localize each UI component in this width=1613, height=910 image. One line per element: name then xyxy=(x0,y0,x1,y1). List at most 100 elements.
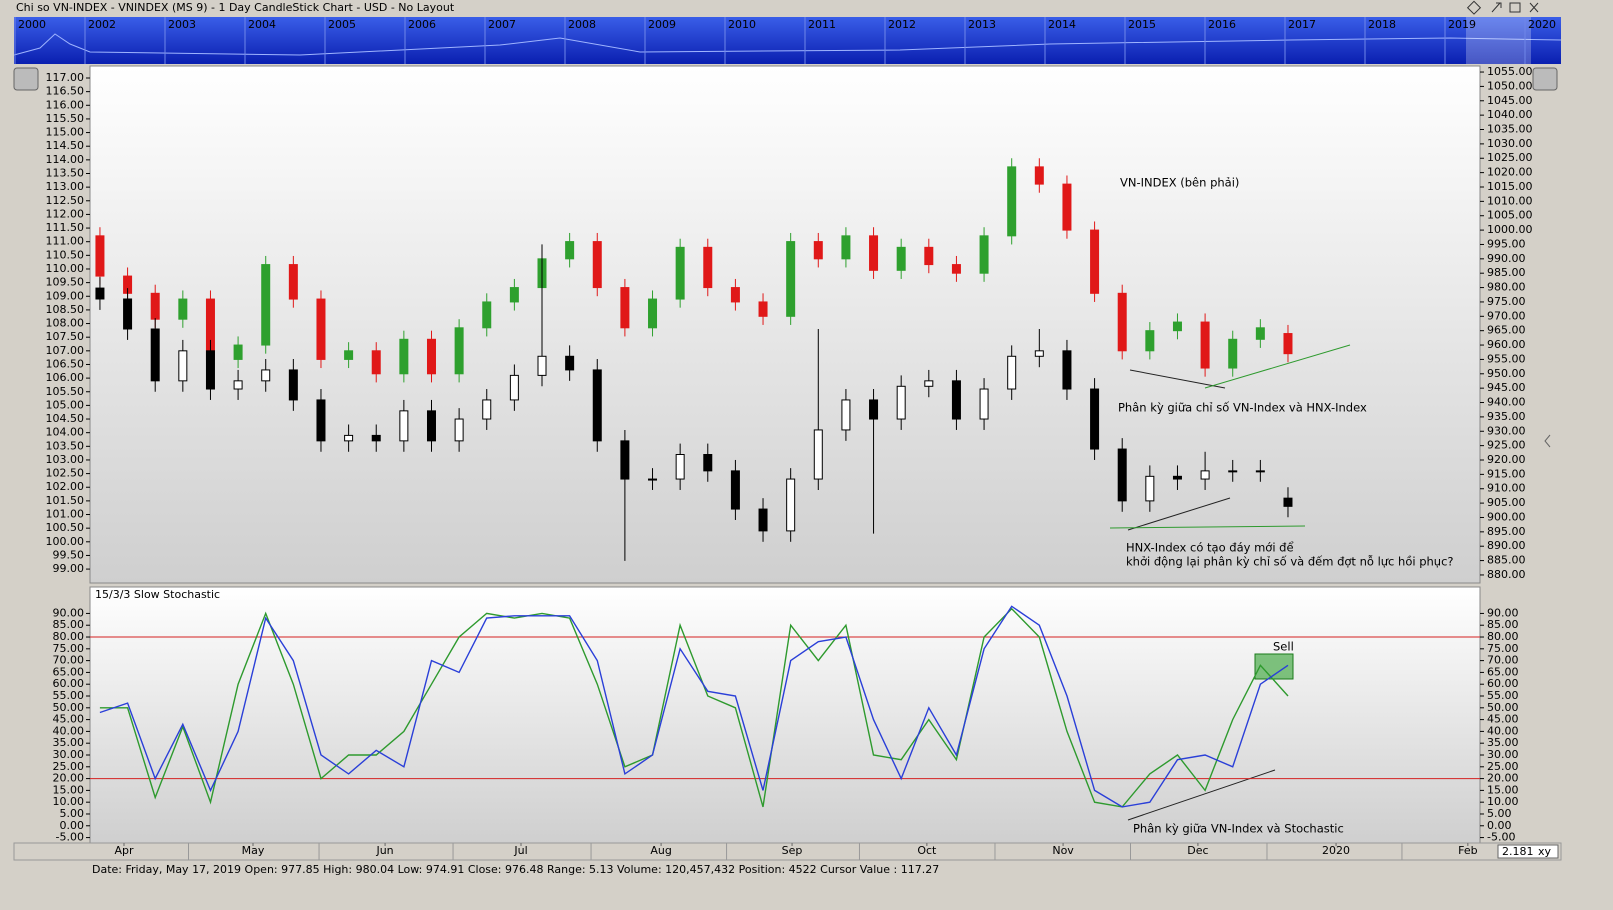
candle-body xyxy=(979,235,989,274)
collapse-arrow[interactable] xyxy=(1544,434,1551,448)
y-tick-label: 955.00 xyxy=(1487,352,1526,365)
zoom-box[interactable] xyxy=(1497,844,1559,859)
candle-body xyxy=(1034,166,1044,185)
annotation: VN-INDEX (bên phải) xyxy=(1120,176,1239,190)
y-tick-label: 1000.00 xyxy=(1487,223,1533,236)
navigator-year: 2018 xyxy=(1368,18,1396,31)
candle-body xyxy=(675,454,685,480)
lock-button[interactable] xyxy=(1532,67,1558,91)
button[interactable] xyxy=(1466,0,1482,15)
x-axis xyxy=(13,842,1562,861)
candle-body xyxy=(316,298,326,360)
y-tick-label: 104.50 xyxy=(46,412,85,425)
annotation: khởi động lại phân kỳ chỉ số và đếm đợt … xyxy=(1126,555,1454,569)
y-tick-label: 40.00 xyxy=(1487,724,1519,737)
lock-button[interactable] xyxy=(13,67,39,91)
y-tick-label: 1045.00 xyxy=(1487,94,1533,107)
y-tick-label: 105.00 xyxy=(46,398,85,411)
candle-body xyxy=(1145,330,1155,352)
candle-body xyxy=(1283,333,1293,355)
y-tick-label: 110.00 xyxy=(46,262,85,275)
y-tick-label: 112.50 xyxy=(46,194,85,207)
y-tick-label: 100.00 xyxy=(46,535,85,548)
navigator-year: 2006 xyxy=(408,18,436,31)
y-tick-label: 107.50 xyxy=(46,330,85,343)
candle-body xyxy=(703,454,713,472)
y-tick-label: 106.50 xyxy=(46,357,85,370)
candle-body xyxy=(1007,355,1017,390)
y-tick-label: 103.00 xyxy=(46,453,85,466)
y-tick-label: 103.50 xyxy=(46,439,85,452)
y-tick-label: 880.00 xyxy=(1487,568,1526,581)
candle-body xyxy=(841,235,851,260)
button[interactable] xyxy=(1491,2,1502,13)
navigator-year: 2011 xyxy=(808,18,836,31)
candle-body xyxy=(233,344,243,360)
y-tick-label: 113.00 xyxy=(46,180,85,193)
candle-body xyxy=(758,301,768,317)
y-tick-label: 60.00 xyxy=(1487,677,1519,690)
y-tick-label: 25.00 xyxy=(53,760,85,773)
navigator-window[interactable] xyxy=(1466,17,1531,64)
candle-body xyxy=(205,350,215,390)
trend-line xyxy=(1204,344,1351,389)
y-tick-label: 1040.00 xyxy=(1487,108,1533,121)
candle-body xyxy=(371,350,381,375)
window-buttons[interactable] xyxy=(1466,0,1539,15)
y-tick-label: 975.00 xyxy=(1487,295,1526,308)
candle-body xyxy=(399,338,409,375)
candle-body xyxy=(399,410,409,442)
candle-body xyxy=(1007,166,1017,237)
candle-body xyxy=(896,246,906,271)
app-window: Chi so VN-INDEX - VNINDEX (MS 9) - 1 Day… xyxy=(13,0,1562,876)
x-tick-label: Apr xyxy=(114,844,134,857)
candle-body xyxy=(371,434,381,442)
y-tick-label: 895.00 xyxy=(1487,525,1526,538)
x-tick-label: Aug xyxy=(650,844,671,857)
navigator-line xyxy=(13,33,1562,56)
navigator-year: 2013 xyxy=(968,18,996,31)
y-tick-label: 900.00 xyxy=(1487,510,1526,523)
y-tick-label: 115.50 xyxy=(46,112,85,125)
y-tick-label: 15.00 xyxy=(53,783,85,796)
y-tick-label: 960.00 xyxy=(1487,338,1526,351)
y-tick-label: 0.00 xyxy=(60,819,85,832)
navigator-year: 2005 xyxy=(328,18,356,31)
y-tick-label: 107.00 xyxy=(46,344,85,357)
y-tick-label: 950.00 xyxy=(1487,367,1526,380)
y-tick-label: 110.50 xyxy=(46,248,85,261)
candle-body xyxy=(123,298,133,330)
candle-body xyxy=(261,369,271,382)
y-tick-label: 920.00 xyxy=(1487,453,1526,466)
button[interactable] xyxy=(1529,2,1539,13)
candle-body xyxy=(813,429,823,480)
navigator-year: 2003 xyxy=(168,18,196,31)
zoom-mode: xy xyxy=(1538,845,1552,858)
navigator[interactable] xyxy=(14,17,1561,64)
y-tick-label: 945.00 xyxy=(1487,381,1526,394)
y-tick-label: 113.50 xyxy=(46,166,85,179)
candle-body xyxy=(786,478,796,532)
y-tick-label: 45.00 xyxy=(53,713,85,726)
y-tick-label: 970.00 xyxy=(1487,309,1526,322)
candle-body xyxy=(482,301,492,329)
button[interactable] xyxy=(1509,2,1521,13)
candle-body xyxy=(288,264,298,300)
y-tick-label: 985.00 xyxy=(1487,266,1526,279)
panel-title: 15/3/3 Slow Stochastic xyxy=(95,588,220,601)
candle-body xyxy=(592,369,602,442)
candle-body xyxy=(869,399,879,420)
y-tick-label: -5.00 xyxy=(56,831,84,844)
y-tick-label: 90.00 xyxy=(53,606,85,619)
navigator-year: 2017 xyxy=(1288,18,1316,31)
y-tick-label: 35.00 xyxy=(53,736,85,749)
y-tick-label: 1010.00 xyxy=(1487,194,1533,207)
status-bar: Date: Friday, May 17, 2019 Open: 977.85 … xyxy=(92,863,939,876)
y-tick-label: 1015.00 xyxy=(1487,180,1533,193)
candle-body xyxy=(1255,470,1265,473)
y-tick-label: 1020.00 xyxy=(1487,166,1533,179)
y-tick-label: 990.00 xyxy=(1487,252,1526,265)
stochastic-line xyxy=(99,605,1289,808)
y-tick-label: 1030.00 xyxy=(1487,137,1533,150)
y-tick-label: 75.00 xyxy=(53,642,85,655)
